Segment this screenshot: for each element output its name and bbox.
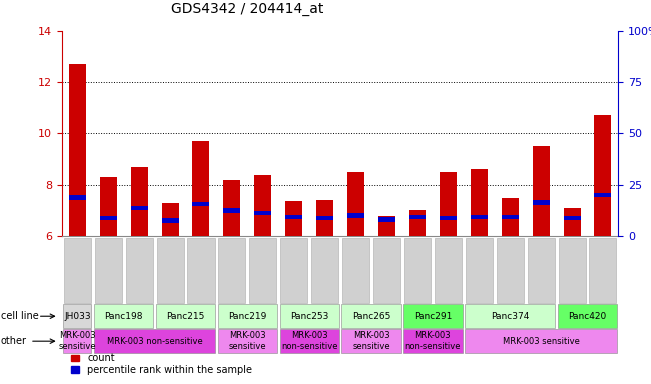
Bar [471,215,488,219]
Bar [131,167,148,236]
Legend: count, percentile rank within the sample: count, percentile rank within the sample [66,349,256,379]
Bar [594,193,611,197]
Bar [564,216,581,220]
Bar [285,202,302,236]
Text: MRK-003 sensitive: MRK-003 sensitive [503,337,579,346]
Bar [378,216,395,236]
Bar [223,208,240,213]
Text: GDS4342 / 204414_at: GDS4342 / 204414_at [171,2,324,16]
Bar [440,216,457,220]
Bar [502,198,519,236]
Bar [69,64,86,236]
Text: Panc374: Panc374 [491,312,529,321]
Bar [316,200,333,236]
Bar [100,177,117,236]
Bar [161,203,178,236]
Bar [255,174,271,236]
Text: Panc215: Panc215 [167,312,204,321]
Bar [471,169,488,236]
Bar [193,141,210,236]
Text: other: other [1,336,27,346]
Bar [533,146,549,236]
Bar [378,217,395,222]
Bar [594,116,611,236]
Bar [316,216,333,220]
Text: Panc198: Panc198 [104,312,143,321]
Text: MRK-003
sensitive: MRK-003 sensitive [59,331,96,351]
Bar [255,211,271,215]
Text: MRK-003
sensitive: MRK-003 sensitive [352,331,390,351]
Text: JH033: JH033 [64,312,90,321]
Text: MRK-003
sensitive: MRK-003 sensitive [229,331,266,351]
Bar [161,218,178,223]
Bar [440,172,457,236]
Text: cell line: cell line [1,311,38,321]
Text: Panc253: Panc253 [290,312,328,321]
Bar [347,213,364,218]
Bar [347,172,364,236]
Text: MRK-003 non-sensitive: MRK-003 non-sensitive [107,337,202,346]
Text: Panc420: Panc420 [568,312,607,321]
Text: Panc219: Panc219 [229,312,266,321]
Text: Panc265: Panc265 [352,312,390,321]
Bar [285,215,302,219]
Bar [223,180,240,236]
Text: MRK-003
non-sensitive: MRK-003 non-sensitive [281,331,337,351]
Bar [533,200,549,205]
Bar [409,215,426,219]
Bar [409,210,426,236]
Bar [502,215,519,219]
Bar [564,208,581,236]
Bar [69,195,86,200]
Text: Panc291: Panc291 [414,312,452,321]
Bar [100,216,117,220]
Bar [131,205,148,210]
Bar [193,202,210,206]
Text: MRK-003
non-sensitive: MRK-003 non-sensitive [405,331,461,351]
